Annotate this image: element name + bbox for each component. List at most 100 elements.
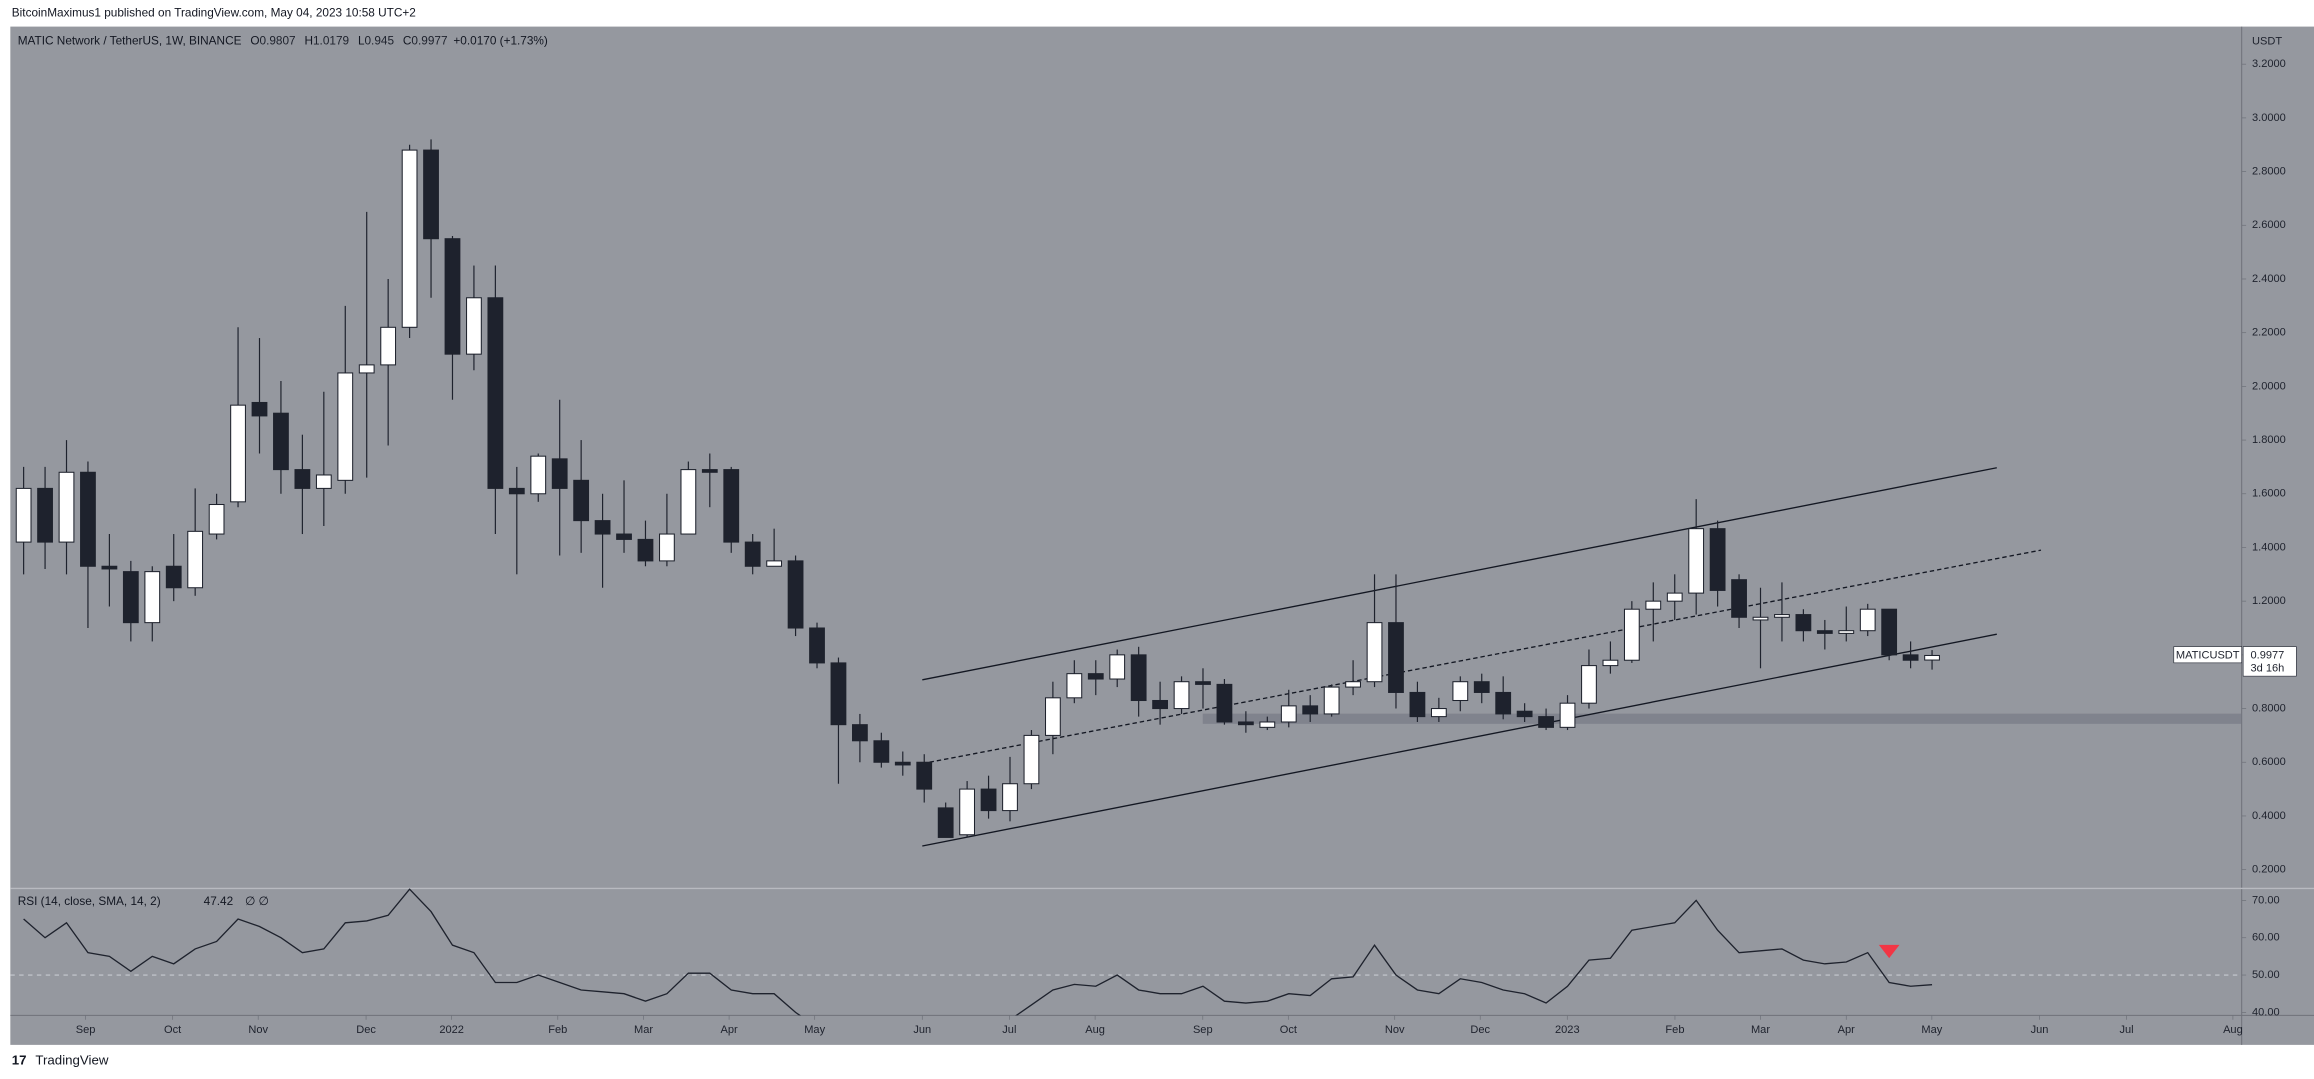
publisher: BitcoinMaximus1 published on TradingView…: [12, 5, 416, 19]
candle-body: [1645, 600, 1662, 610]
candle-body: [251, 401, 268, 417]
x-tick-label: May: [804, 1024, 825, 1036]
candle-body: [959, 788, 976, 836]
trendline: [922, 467, 1997, 681]
candle-body: [723, 469, 740, 543]
candle-body: [423, 149, 439, 240]
candle-body: [80, 471, 96, 567]
candle-body: [659, 533, 675, 562]
candle-body: [873, 740, 890, 763]
rsi-y-tick-label: 70.00: [2252, 894, 2280, 906]
price-pane: [15, 139, 2242, 847]
candle-body: [1838, 630, 1855, 634]
candle-body: [680, 469, 697, 535]
candle-body: [165, 565, 182, 589]
y-tick-label: 1.6000: [2252, 488, 2286, 500]
candle-body: [744, 541, 761, 567]
candle-body: [337, 372, 354, 481]
symbol-tag: [2173, 646, 2242, 664]
trendline: [922, 549, 2042, 765]
x-tick-label: Nov: [248, 1024, 268, 1036]
candle-body: [1366, 622, 1383, 683]
legend-item: O: [250, 33, 259, 47]
candle-body: [1688, 528, 1705, 594]
candle-body: [122, 571, 139, 624]
candle-body: [37, 487, 53, 543]
legend-item: MATIC Network / TetherUS, 1W, BINANCE: [18, 33, 242, 47]
candle-body: [787, 560, 804, 629]
candle-body: [1152, 699, 1168, 710]
candle-body: [1430, 708, 1447, 718]
candle-body: [1323, 686, 1340, 715]
candle-body: [1816, 630, 1833, 634]
candle-body: [1495, 691, 1512, 715]
candle-body: [58, 471, 75, 543]
y-tick-label: 2.2000: [2252, 327, 2286, 339]
y-tick-label: 1.2000: [2252, 595, 2286, 607]
y-tick-label: 3.2000: [2252, 58, 2286, 70]
price-tag-value: 0.9977: [2251, 649, 2285, 661]
brand-logo: 17: [12, 1053, 27, 1068]
y-tick-label: 1.8000: [2252, 434, 2286, 446]
x-tick-label: 2022: [439, 1024, 464, 1036]
candle-body: [1280, 705, 1297, 723]
x-tick-label: Dec: [356, 1024, 376, 1036]
axes: MATIC Network / TetherUS, 1W, BINANCE O0.…: [18, 33, 2297, 1036]
y-tick-label: 0.4000: [2252, 810, 2286, 822]
candle-body: [573, 479, 590, 522]
trendline: [922, 633, 1997, 847]
candle-body: [616, 533, 632, 540]
candle-body: [401, 149, 418, 328]
candle-body: [1216, 683, 1233, 723]
x-tick-label: 2023: [1555, 1024, 1580, 1036]
candle-body: [1581, 665, 1597, 704]
x-tick-label: Jun: [913, 1024, 931, 1036]
legend-item: 0.9807: [260, 33, 296, 47]
y-tick-label: 0.2000: [2252, 864, 2286, 876]
candle-body: [1516, 710, 1533, 718]
x-tick-label: May: [1921, 1024, 1942, 1036]
legend-item: H: [304, 33, 313, 47]
candle-body: [1795, 614, 1812, 632]
rsi-extra: ∅ ∅: [245, 894, 269, 908]
candle-body: [594, 520, 611, 535]
y-tick-label: 2.0000: [2252, 380, 2286, 392]
x-tick-label: Feb: [1665, 1024, 1684, 1036]
rsi-line: [23, 888, 1933, 1016]
rsi-value: 47.42: [204, 894, 234, 908]
candle-body: [1066, 673, 1083, 699]
brand: TradingView: [35, 1053, 108, 1068]
candle-body: [1752, 616, 1769, 621]
rsi-marker: [1878, 944, 1900, 959]
x-tick-label: Dec: [1470, 1024, 1490, 1036]
y-tick-label: 1.4000: [2252, 541, 2286, 553]
x-tick-label: Feb: [548, 1024, 567, 1036]
candle-body: [1602, 659, 1619, 667]
rsi-pane: [10, 888, 2242, 1016]
candle-body: [487, 297, 504, 489]
candle-body: [530, 455, 547, 495]
legend-item: L: [358, 33, 365, 47]
rsi-y-tick-label: 50.00: [2252, 969, 2280, 981]
support-zone: [1202, 713, 2242, 724]
candle-body: [1409, 691, 1426, 718]
candle-body: [1559, 702, 1576, 728]
candle-body: [508, 487, 525, 495]
price-tag-countdown: 3d 16h: [2251, 663, 2285, 675]
candle-body: [937, 807, 954, 838]
candle-body: [1259, 721, 1276, 728]
chart-background: [10, 26, 2314, 1045]
candle-body: [852, 724, 868, 742]
candle-body: [766, 560, 783, 567]
x-tick-label: Aug: [1085, 1024, 1105, 1036]
candle-body: [1731, 579, 1747, 618]
legend-item: 0.945: [365, 33, 395, 47]
candle-body: [1345, 681, 1361, 688]
candle-body: [1924, 654, 1940, 661]
y-tick-label: 2.8000: [2252, 166, 2286, 178]
symbol-tag-label: MATICUSDT: [2176, 649, 2240, 661]
x-tick-label: Mar: [634, 1024, 653, 1036]
candle-body: [101, 565, 118, 570]
candle-body: [380, 326, 397, 366]
